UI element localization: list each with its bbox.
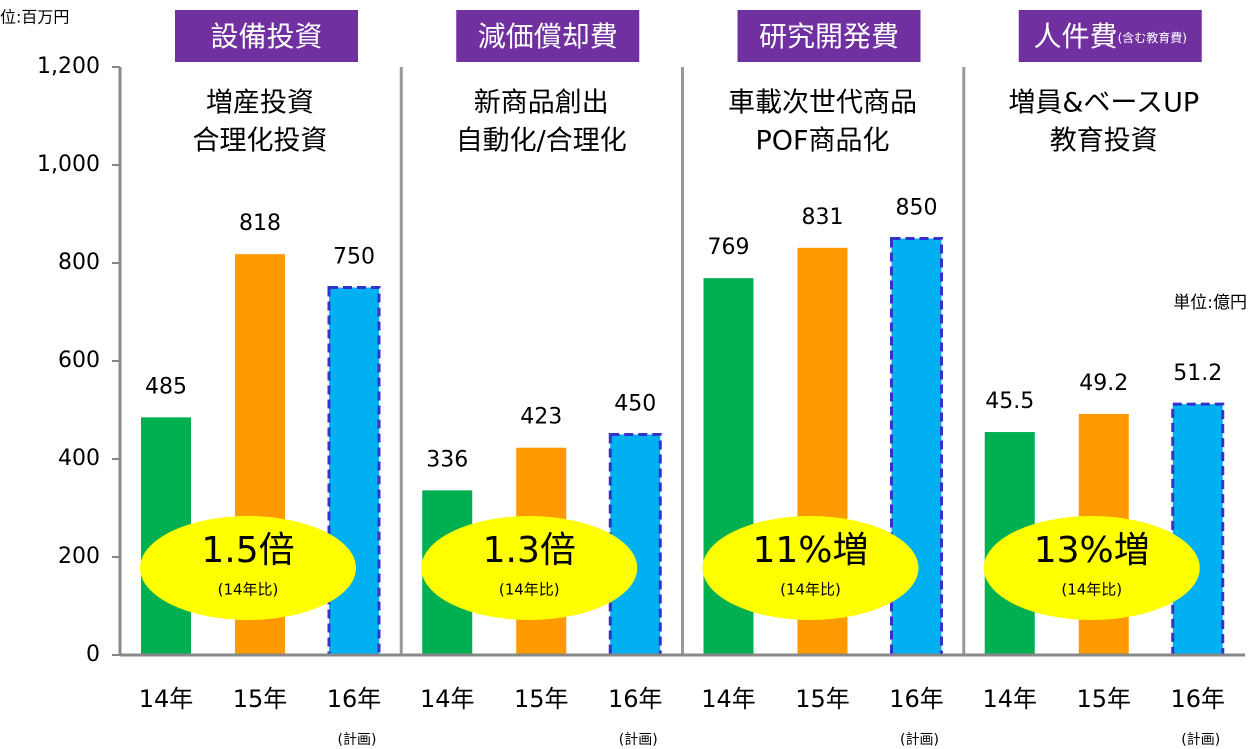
x-tick-label: 16年: [1170, 685, 1225, 713]
title-box: [737, 10, 921, 62]
panel-subtitle: 車載次世代商品: [728, 88, 917, 119]
value-label: 485: [145, 374, 187, 399]
y-tick-label: 200: [58, 544, 100, 569]
title-box: [175, 10, 358, 62]
plan-label: (計画): [619, 732, 658, 748]
value-label: 750: [333, 245, 375, 270]
annotation-badge: [421, 516, 638, 620]
y-tick-label: 0: [86, 642, 100, 667]
title-box: [456, 10, 640, 62]
bar: [1171, 402, 1225, 657]
panel-subtitle: 合理化投資: [193, 126, 328, 157]
x-tick-label: 15年: [233, 685, 288, 713]
value-label: 51.2: [1173, 361, 1222, 386]
value-label: 423: [520, 405, 562, 430]
annotation: 1.5倍: [201, 530, 294, 571]
panel-title-note: (含む教育費): [1118, 30, 1187, 45]
panel-title-text: 減価償却費: [478, 20, 618, 53]
x-tick-label: 16年: [889, 685, 944, 713]
value-label: 336: [426, 447, 468, 472]
annotation-badge: [140, 516, 356, 620]
y-tick-label: 800: [58, 250, 100, 275]
plan-label: (計画): [338, 732, 377, 748]
value-label: 450: [614, 392, 656, 417]
x-tick-label: 16年: [327, 685, 382, 713]
annotation-note: (14年比): [1061, 581, 1122, 599]
annotation-note: (14年比): [218, 581, 279, 599]
annotation: 1.3倍: [483, 530, 576, 571]
panel-title-text: 設備投資: [210, 20, 322, 53]
panel-subtitle: 増員&ベースUP: [1008, 88, 1199, 119]
unit-label: 単位:億円: [1173, 293, 1247, 313]
x-tick-label: 15年: [514, 685, 569, 713]
value-label: 818: [239, 211, 281, 236]
annotation-badge: [702, 516, 919, 620]
panel-subtitle: 自動化/合理化: [456, 126, 627, 157]
value-label: 769: [708, 235, 750, 260]
panel-subtitle: POF商品化: [755, 126, 889, 157]
panel-subtitle: 新商品創出: [474, 88, 609, 119]
panel-title-text: 人件費: [1034, 20, 1118, 53]
panel-title: 人件費(含む教育費): [1034, 20, 1187, 53]
value-label: 831: [802, 205, 844, 230]
x-tick-label: 14年: [420, 685, 475, 713]
y-tick-label: 400: [58, 446, 100, 471]
value-label: 850: [896, 196, 938, 221]
panel-title: 研究開発費: [759, 20, 899, 53]
annotation-note: (14年比): [780, 581, 841, 599]
x-tick-label: 14年: [701, 685, 756, 713]
value-label: 45.5: [985, 389, 1034, 414]
panel-subtitle: 教育投資: [1050, 126, 1158, 157]
title-box: [1018, 10, 1202, 62]
annotation: 13%増: [1034, 530, 1150, 571]
annotation: 11%増: [752, 530, 868, 571]
y-tick-label: 1,000: [37, 152, 100, 177]
x-tick-label: 14年: [982, 685, 1037, 713]
x-tick-label: 15年: [795, 685, 850, 713]
y-tick-label: 1,200: [37, 54, 100, 79]
y-tick-label: 600: [58, 348, 100, 373]
bar: [327, 286, 381, 657]
annotation-badge: [983, 516, 1200, 620]
panel-title: 設備投資: [210, 20, 322, 53]
annotation-note: (14年比): [499, 581, 560, 599]
value-label: 49.2: [1079, 371, 1128, 396]
x-tick-label: 15年: [1076, 685, 1131, 713]
plan-label: (計画): [900, 732, 939, 748]
panel-title: 減価償却費: [478, 20, 618, 53]
x-tick-label: 16年: [608, 685, 663, 713]
unit-label: 位:百万円: [0, 8, 69, 27]
panel-subtitle: 増産投資: [206, 88, 314, 119]
x-tick-label: 14年: [139, 685, 194, 713]
plan-label: (計画): [1181, 732, 1220, 748]
panel-title-text: 研究開発費: [759, 20, 899, 53]
